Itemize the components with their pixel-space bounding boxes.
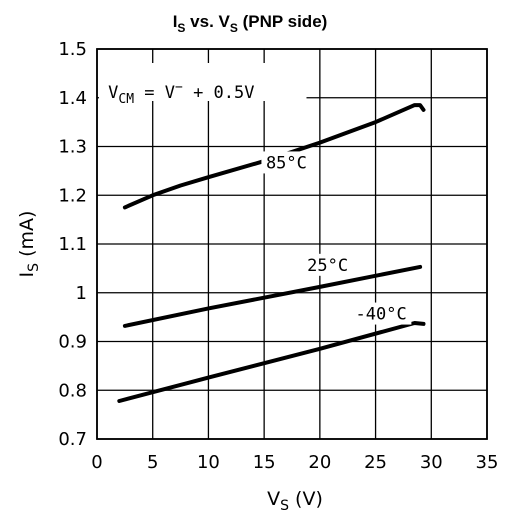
title-tail: (PNP side) [238, 12, 327, 31]
y-axis-label: IS (mA) [16, 211, 42, 278]
series-lines [117, 103, 426, 403]
y-tick-label-1: 0.8 [58, 380, 87, 401]
x-tick-label-30: 30 [420, 452, 443, 473]
series-label-background-0 [261, 151, 312, 174]
vcm-annotation: VCM = V− + 0.5V [99, 63, 307, 107]
y-tick-label-4: 1.1 [58, 234, 87, 255]
title-v-subscript: S [230, 21, 238, 35]
grid [96, 48, 488, 440]
y-label-unit: (mA) [16, 211, 38, 263]
series-label-background-2 [350, 302, 412, 325]
y-label-i: I [16, 272, 38, 278]
annotation-text: VCM = V− + 0.5V [108, 80, 254, 107]
y-tick-label-0: 0.7 [58, 429, 87, 450]
series-labels: 85°C 25°C -40°C [261, 151, 412, 325]
x-tick-label-10: 10 [197, 452, 220, 473]
x-label-subscript: S [280, 498, 289, 514]
title-vs: vs. V [185, 12, 230, 31]
x-tick-label-20: 20 [308, 452, 331, 473]
x-tick-label-5: 5 [147, 452, 158, 473]
y-label-subscript: S [26, 263, 42, 272]
x-tick-label-35: 35 [476, 452, 499, 473]
series-label-background-1 [302, 253, 353, 276]
chart-title: IS vs. VS (PNP side) [173, 12, 328, 35]
series-label-1: 25°C [307, 256, 348, 276]
title-i-subscript: S [177, 21, 185, 35]
y-tick-label-5: 1.2 [58, 185, 87, 206]
x-axis-label: VS (V) [267, 488, 323, 514]
annotation-equals: = V [134, 83, 175, 103]
x-tick-label-0: 0 [91, 452, 102, 473]
title-i: I [173, 12, 178, 31]
annotation-v: V [108, 83, 118, 103]
plot-frame [96, 48, 488, 440]
x-tick-label-25: 25 [364, 452, 387, 473]
annotation-background [99, 63, 307, 101]
annotation-offset: + 0.5V [183, 83, 255, 103]
series-label-2: -40°C [356, 305, 407, 325]
x-label-unit: (V) [289, 488, 323, 510]
y-tick-label-2: 0.9 [58, 332, 87, 353]
tick-labels: 0 5 10 15 20 25 30 35 0.7 0.8 0.9 1 1.1 1.2 1.3 1.4 1.5 [58, 39, 498, 473]
y-tick-label-7: 1.4 [58, 88, 87, 109]
series-label-0: 85°C [266, 153, 307, 173]
series-line-1 [122, 264, 423, 328]
y-tick-label-6: 1.3 [58, 137, 87, 158]
series-line-2 [117, 321, 426, 403]
x-label-v: V [267, 488, 280, 510]
y-tick-label-3: 1 [76, 283, 87, 304]
annotation-cm-subscript: CM [118, 92, 134, 107]
x-tick-label-15: 15 [253, 452, 276, 473]
annotation-minus-superscript: − [175, 80, 183, 95]
y-tick-label-8: 1.5 [58, 39, 87, 60]
